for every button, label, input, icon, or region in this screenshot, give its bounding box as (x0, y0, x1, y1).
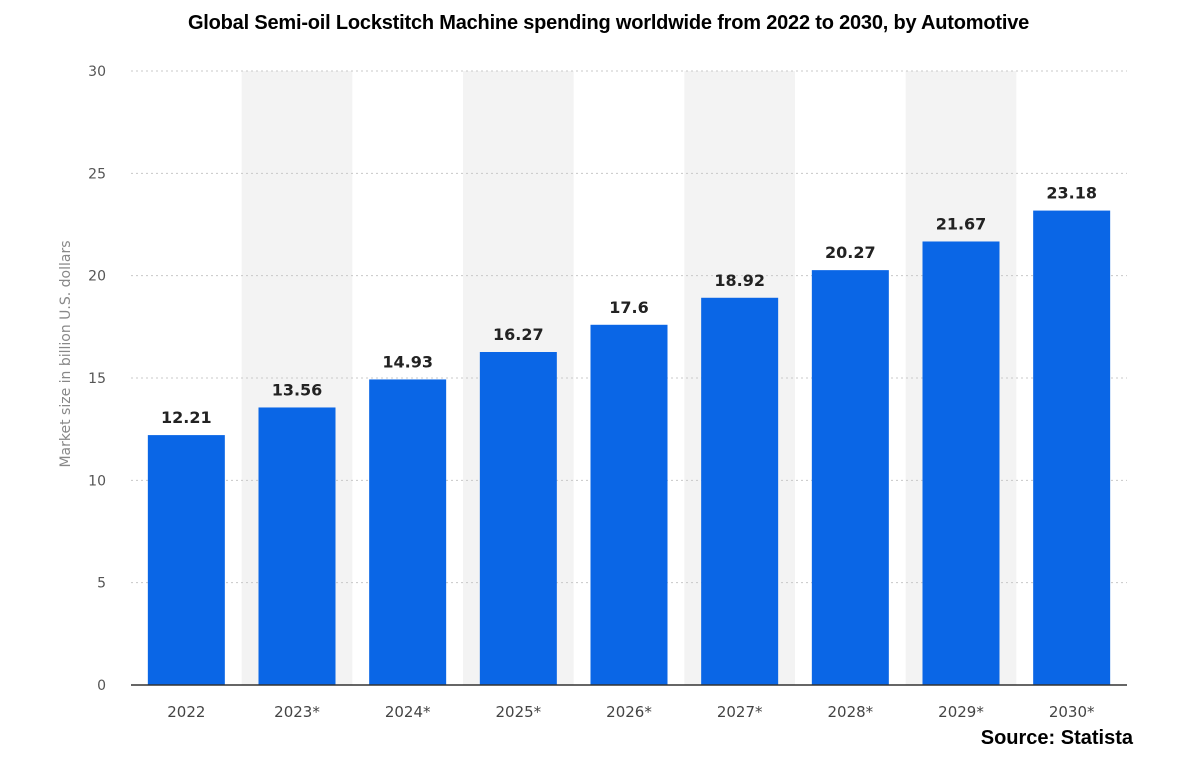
chart-title: Global Semi-oil Lockstitch Machine spend… (187, 12, 1030, 34)
x-axis-labels: 2022 2023* 2024* 2025* 2026* 2027* 2028* 2029* 2… (167, 703, 1095, 721)
bar (147, 435, 225, 685)
y-tick-label: 10 (88, 473, 106, 489)
x-tick-label: 2026* (606, 703, 652, 721)
x-tick-label: 2028* (827, 703, 873, 721)
bar (590, 324, 668, 685)
y-tick-label: 0 (97, 678, 106, 694)
data-label: 23.18 (1046, 184, 1097, 203)
x-tick-label: 2027* (717, 703, 763, 721)
data-label: 12.21 (161, 408, 212, 427)
data-label: 18.92 (714, 271, 765, 290)
x-tick-label: 2024* (385, 703, 431, 721)
y-tick-label: 30 (88, 64, 106, 80)
bar (811, 270, 889, 685)
y-tick-label: 20 (88, 269, 106, 285)
x-tick-label: 2025* (495, 703, 541, 721)
bar (479, 352, 557, 685)
data-label: 14.93 (382, 352, 433, 371)
data-label: 13.56 (272, 380, 323, 399)
data-labels: 12.21 13.56 14.93 16.27 17.6 18.92 20.27 21.67 2… (161, 184, 1097, 428)
bars (147, 210, 1111, 685)
data-label: 16.27 (493, 325, 544, 344)
data-label: 21.67 (936, 214, 987, 233)
bar (922, 241, 1000, 685)
y-tick-label: 5 (97, 576, 106, 592)
bar (1033, 210, 1111, 685)
x-tick-label: 2022 (167, 703, 205, 721)
bar (258, 407, 336, 685)
x-tick-label: 2029* (938, 703, 984, 721)
bar (701, 297, 779, 685)
x-tick-label: 2030* (1049, 703, 1095, 721)
x-tick-label: 2023* (274, 703, 320, 721)
y-axis-ticks: 0 5 10 15 20 25 30 (88, 64, 106, 694)
y-tick-label: 15 (88, 371, 106, 387)
bar (369, 379, 447, 685)
y-tick-label: 25 (88, 166, 106, 182)
data-label: 17.6 (609, 298, 648, 317)
source-note: Source: Statista (980, 727, 1133, 749)
data-label: 20.27 (825, 243, 876, 262)
y-axis-title: Market size in billion U.S. dollars (58, 240, 74, 467)
